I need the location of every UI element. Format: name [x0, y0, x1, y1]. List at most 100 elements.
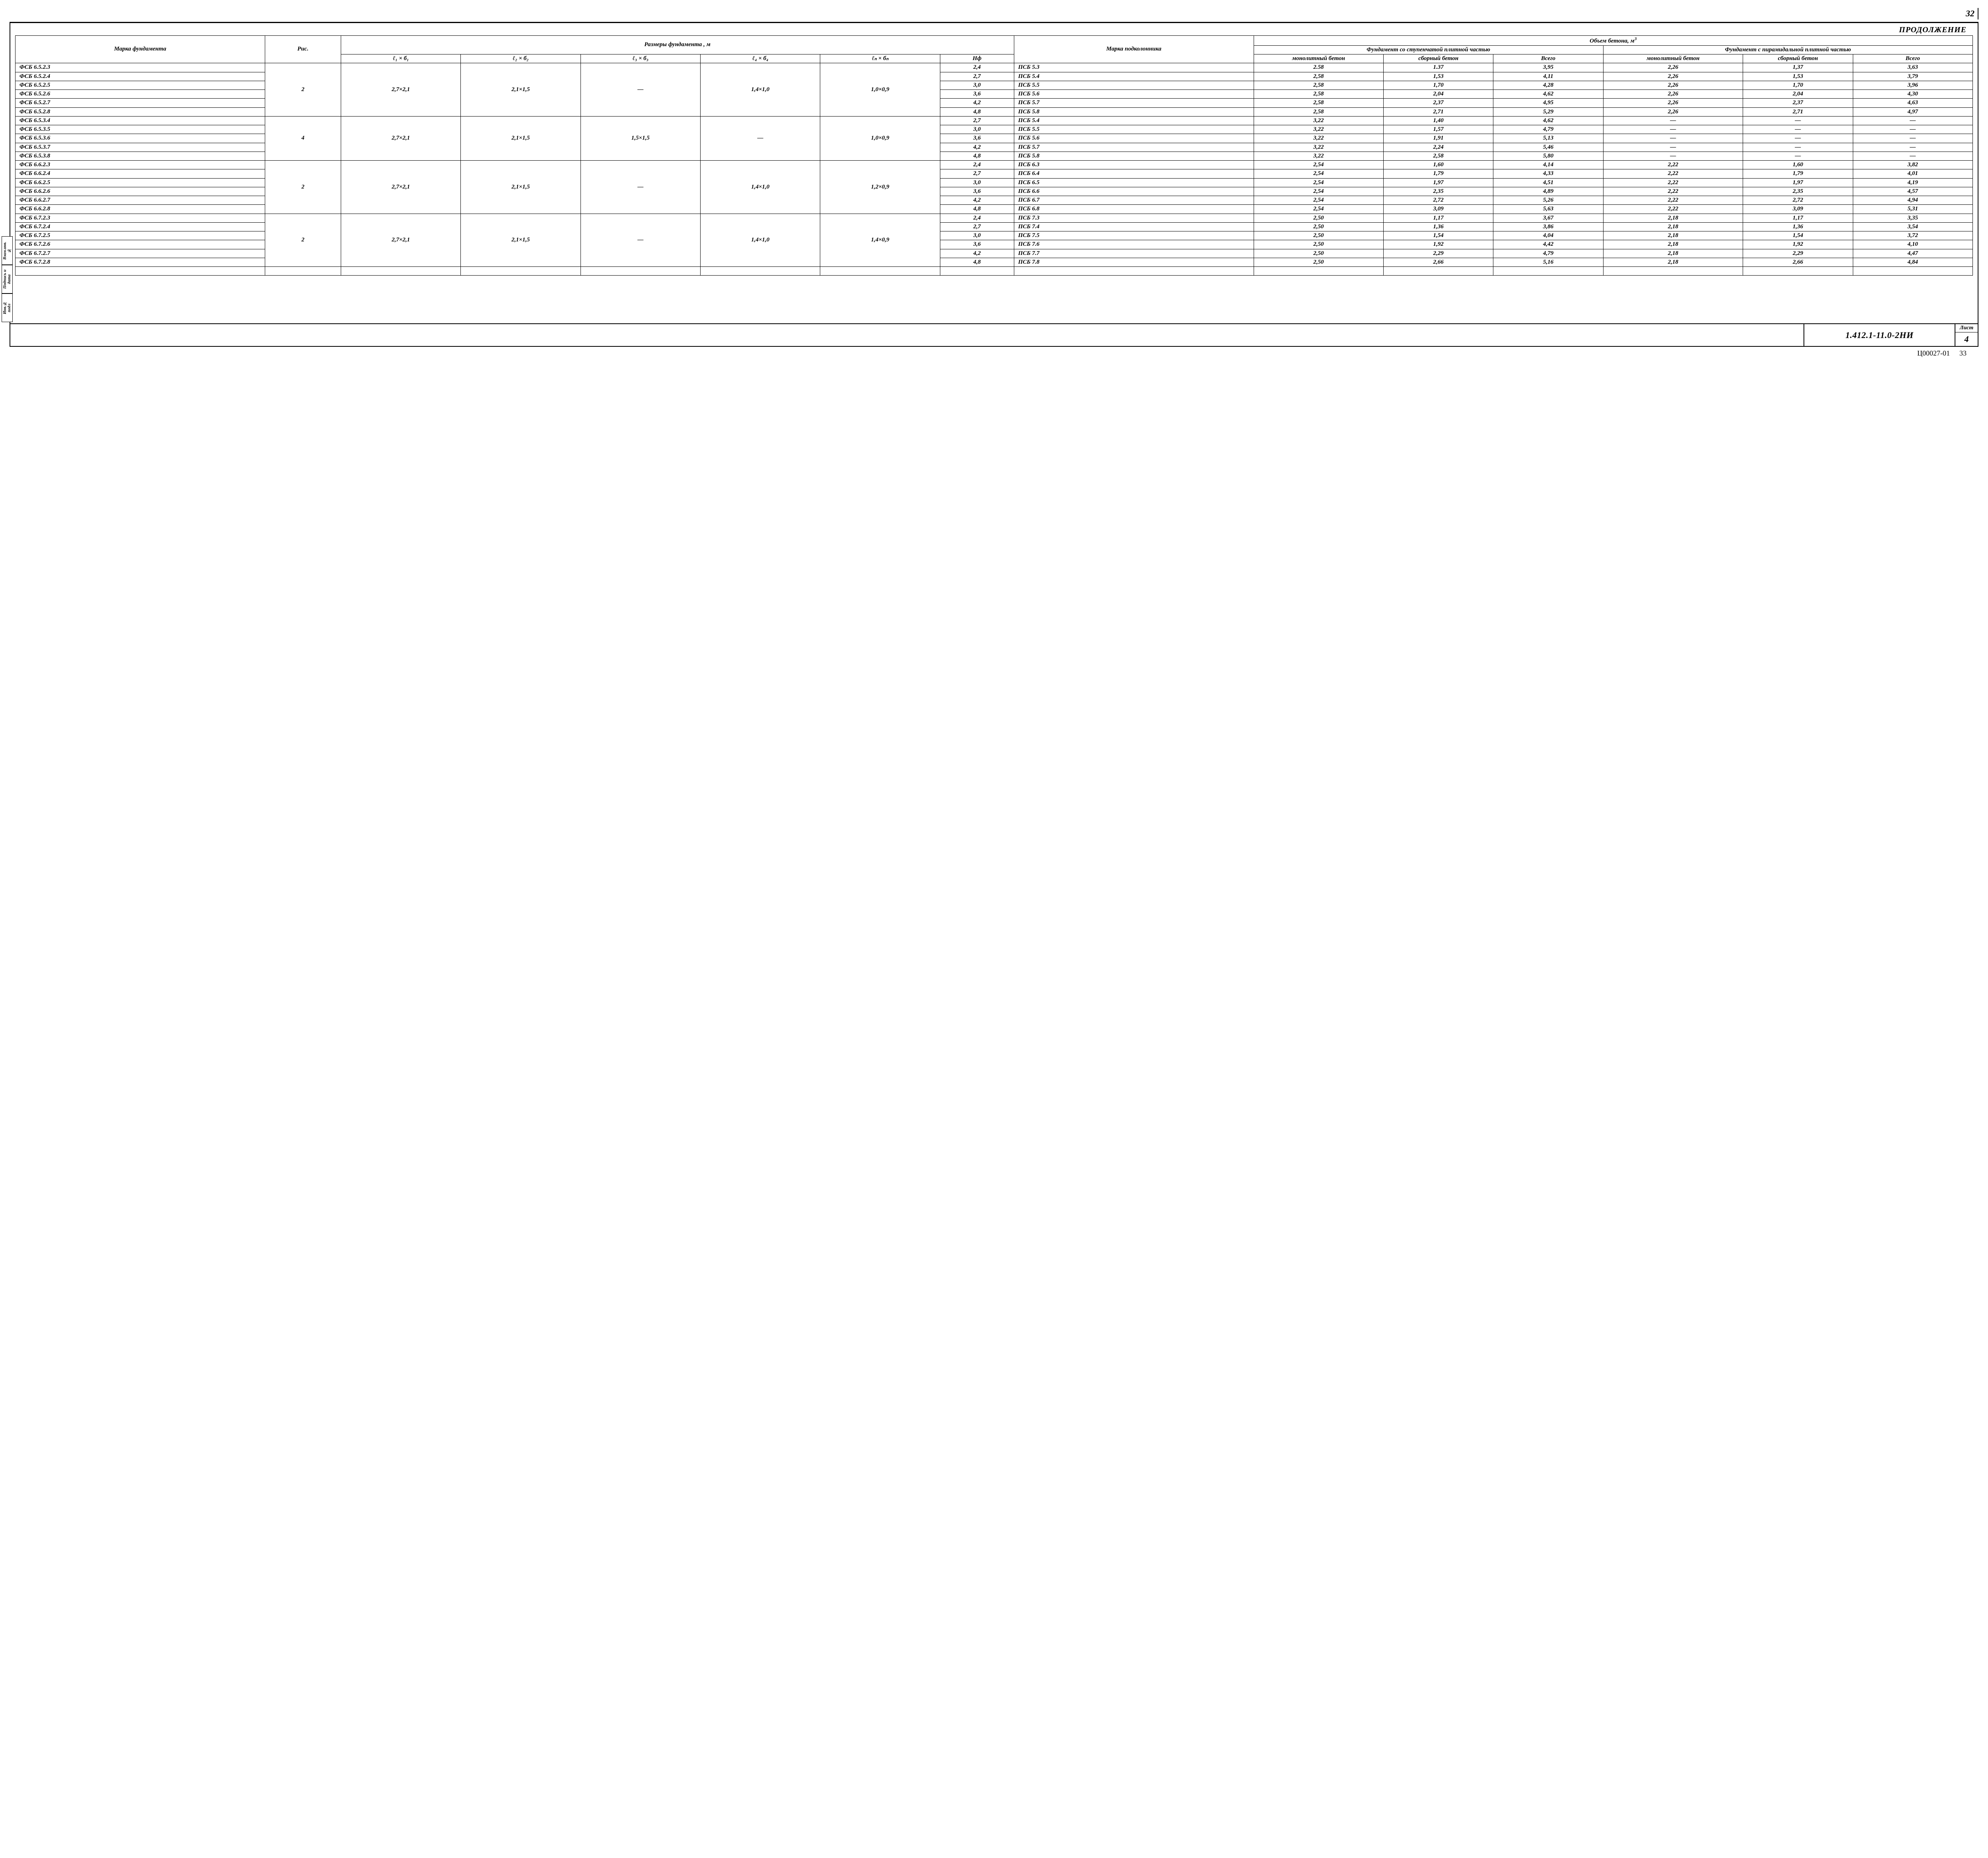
cell-marka: ФСБ 6.6.2.4 [16, 169, 265, 178]
cell-pv: 4,97 [1853, 107, 1972, 116]
cell-ps: 1,70 [1743, 81, 1853, 89]
cell-s: 2,37 [1384, 99, 1493, 107]
cell-hf: 3,6 [940, 134, 1014, 143]
cell-pod: ПСБ 6.7 [1014, 196, 1254, 205]
continuation-label: Продолжение [10, 23, 1978, 35]
cell-pm: — [1603, 116, 1743, 125]
cell-ps: 2,37 [1743, 99, 1853, 107]
cell-pm: 2,26 [1603, 99, 1743, 107]
page: 32 Продолжение Марка фундамента Рис. Раз… [10, 8, 1978, 358]
cell-s: 2,24 [1384, 143, 1493, 152]
cell-pv: 3,82 [1853, 161, 1972, 169]
cell-empty [1603, 267, 1743, 276]
cell-l1b1: 2,7×2,1 [341, 214, 460, 267]
cell-marka: ФСБ 6.5.2.6 [16, 90, 265, 99]
cell-ps: — [1743, 125, 1853, 134]
cell-pv: 5,31 [1853, 205, 1972, 214]
cell-marka: ФСБ 6.7.2.5 [16, 231, 265, 240]
cell-pod: ПСБ 6.3 [1014, 161, 1254, 169]
cell-m: 3,22 [1254, 134, 1384, 143]
cell-pm: 2,18 [1603, 258, 1743, 266]
cell-pm: 2,22 [1603, 196, 1743, 205]
cell-pod: ПСБ 5.8 [1014, 107, 1254, 116]
cell-pv: 3,35 [1853, 214, 1972, 222]
cell-ps: 1,79 [1743, 169, 1853, 178]
hdr-vsego-2: Всего [1853, 54, 1972, 63]
cell-m: 2,50 [1254, 249, 1384, 258]
cell-pod: ПСБ 6.8 [1014, 205, 1254, 214]
cell-marka: ФСБ 6.6.2.6 [16, 187, 265, 196]
cell-pv: 3,63 [1853, 63, 1972, 72]
cell-hf: 3,6 [940, 187, 1014, 196]
cell-pm: 2,22 [1603, 187, 1743, 196]
side-tab-sign: Подпись и дата [2, 265, 13, 293]
cell-hf: 3,0 [940, 81, 1014, 89]
cell-pm: 2,18 [1603, 222, 1743, 231]
footer: Ц00027-01 33 [10, 347, 1978, 358]
cell-ps: 1,60 [1743, 161, 1853, 169]
cell-m: 3,22 [1254, 152, 1384, 160]
cell-marka: ФСБ 6.5.2.3 [16, 63, 265, 72]
cell-v: 4,04 [1493, 231, 1603, 240]
cell-m: 3,22 [1254, 125, 1384, 134]
cell-hf: 3,6 [940, 90, 1014, 99]
cell-l2b2: 2,1×1,5 [461, 161, 580, 214]
doc-code: 1.412.1-11.0-2НИ [1804, 324, 1955, 346]
hdr-razmery: Размеры фундамента , м [341, 35, 1014, 54]
cell-pm: 2,22 [1603, 161, 1743, 169]
foundation-table: Марка фундамента Рис. Размеры фундамента… [15, 35, 1973, 276]
sheet-box: Лист 4 [1955, 324, 1978, 346]
cell-l1b1: 2,7×2,1 [341, 63, 460, 117]
cell-lnbn: 1,0×0,9 [820, 116, 940, 160]
hdr-sbor-1: сборный бетон [1384, 54, 1493, 63]
cell-hf: 2,4 [940, 214, 1014, 222]
cell-s: 1.37 [1384, 63, 1493, 72]
cell-lnbn: 1,4×0,9 [820, 214, 940, 267]
cell-s: 3,09 [1384, 205, 1493, 214]
cell-m: 2,50 [1254, 240, 1384, 249]
cell-m: 2,54 [1254, 178, 1384, 187]
cell-pod: ПСБ 6.4 [1014, 169, 1254, 178]
cell-pm: 2,26 [1603, 107, 1743, 116]
cell-empty [1014, 267, 1254, 276]
hdr-l4b4: ℓ₄ × б₄ [701, 54, 820, 63]
cell-empty [580, 267, 700, 276]
cell-ps: 1,17 [1743, 214, 1853, 222]
cell-hf: 2,7 [940, 116, 1014, 125]
cell-pv: 3,79 [1853, 72, 1972, 81]
cell-m: 2,54 [1254, 187, 1384, 196]
cell-s: 1,57 [1384, 125, 1493, 134]
cell-hf: 4,8 [940, 205, 1014, 214]
cell-ps: — [1743, 143, 1853, 152]
cell-pod: ПСБ 5.5 [1014, 81, 1254, 89]
side-tabs: Инв.№ подл Подпись и дата Взам.инв.№ [2, 236, 13, 322]
cell-empty [1493, 267, 1603, 276]
cell-v: 4,89 [1493, 187, 1603, 196]
cell-pm: 2,26 [1603, 63, 1743, 72]
cell-pv: 4,57 [1853, 187, 1972, 196]
page-number-top: 32 [1962, 8, 1978, 19]
table-header: Марка фундамента Рис. Размеры фундамента… [16, 35, 1973, 63]
cell-pv: — [1853, 134, 1972, 143]
cell-s: 1,97 [1384, 178, 1493, 187]
hdr-ris: Рис. [265, 35, 341, 63]
cell-ps: 2,35 [1743, 187, 1853, 196]
cell-m: 2,58 [1254, 72, 1384, 81]
cell-ps: 1,53 [1743, 72, 1853, 81]
cell-ps: 1,37 [1743, 63, 1853, 72]
hdr-obem-sup: 3 [1635, 37, 1637, 41]
cell-s: 2,72 [1384, 196, 1493, 205]
cell-l4b4: — [701, 116, 820, 160]
cell-hf: 3,0 [940, 125, 1014, 134]
cell-pm: — [1603, 134, 1743, 143]
cell-v: 4,79 [1493, 125, 1603, 134]
cell-pod: ПСБ 5.7 [1014, 143, 1254, 152]
cell-l3b3: — [580, 63, 700, 117]
cell-empty [1853, 267, 1972, 276]
cell-l3b3: 1,5×1,5 [580, 116, 700, 160]
cell-marka: ФСБ 6.5.2.4 [16, 72, 265, 81]
cell-ris: 2 [265, 214, 341, 267]
cell-l2b2: 2,1×1,5 [461, 214, 580, 267]
cell-empty [461, 267, 580, 276]
cell-hf: 3,6 [940, 240, 1014, 249]
